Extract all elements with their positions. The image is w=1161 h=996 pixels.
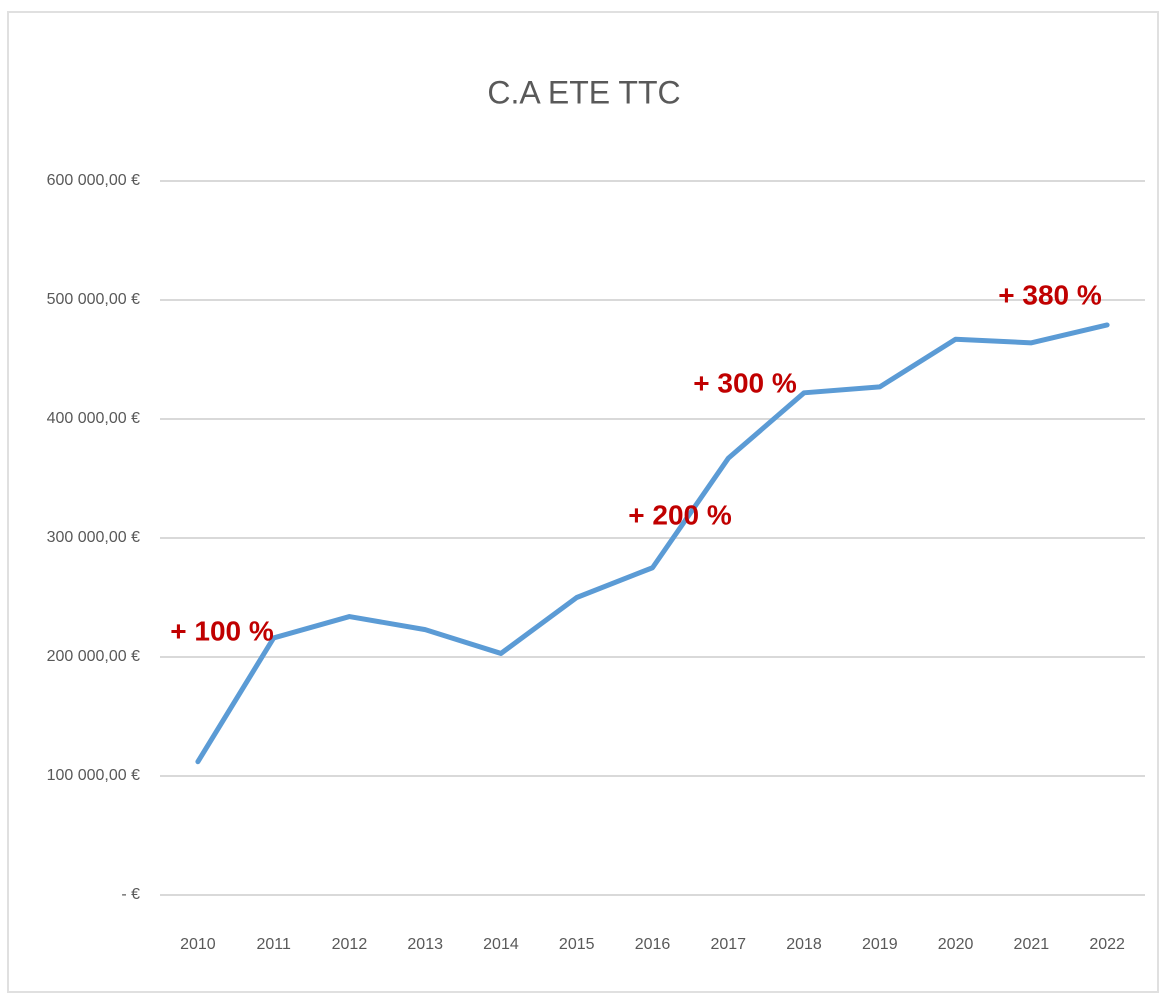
y-tick-label: 600 000,00 € [47, 172, 141, 189]
y-tick-label: 100 000,00 € [47, 767, 141, 784]
y-tick-label: - € [121, 886, 140, 903]
x-tick-label: 2021 [1014, 936, 1050, 953]
annotation: + 100 % [170, 615, 274, 646]
x-tick-label: 2014 [483, 936, 519, 953]
x-tick-label: 2018 [786, 936, 822, 953]
x-tick-label: 2013 [407, 936, 443, 953]
data-line [195, 322, 1110, 765]
x-tick-label: 2017 [710, 936, 746, 953]
annotation: + 380 % [998, 279, 1102, 310]
x-tick-label: 2011 [256, 936, 291, 953]
x-tick-label: 2012 [332, 936, 368, 953]
x-tick-label: 2010 [180, 936, 216, 953]
annotation: + 200 % [628, 499, 732, 530]
x-tick-label: 2022 [1089, 936, 1125, 953]
y-tick-label: 300 000,00 € [47, 529, 141, 546]
y-tick-label: 200 000,00 € [47, 648, 141, 665]
annotation: + 300 % [693, 367, 797, 398]
x-tick-label: 2020 [938, 936, 974, 953]
chart-title: C.A ETE TTC [487, 74, 680, 110]
y-tick-label: 400 000,00 € [47, 410, 141, 427]
y-tick-label: 500 000,00 € [47, 291, 141, 308]
chart-frame [7, 11, 1159, 993]
x-tick-label: 2016 [635, 936, 671, 953]
x-tick-label: 2015 [559, 936, 595, 953]
x-tick-label: 2019 [862, 936, 898, 953]
